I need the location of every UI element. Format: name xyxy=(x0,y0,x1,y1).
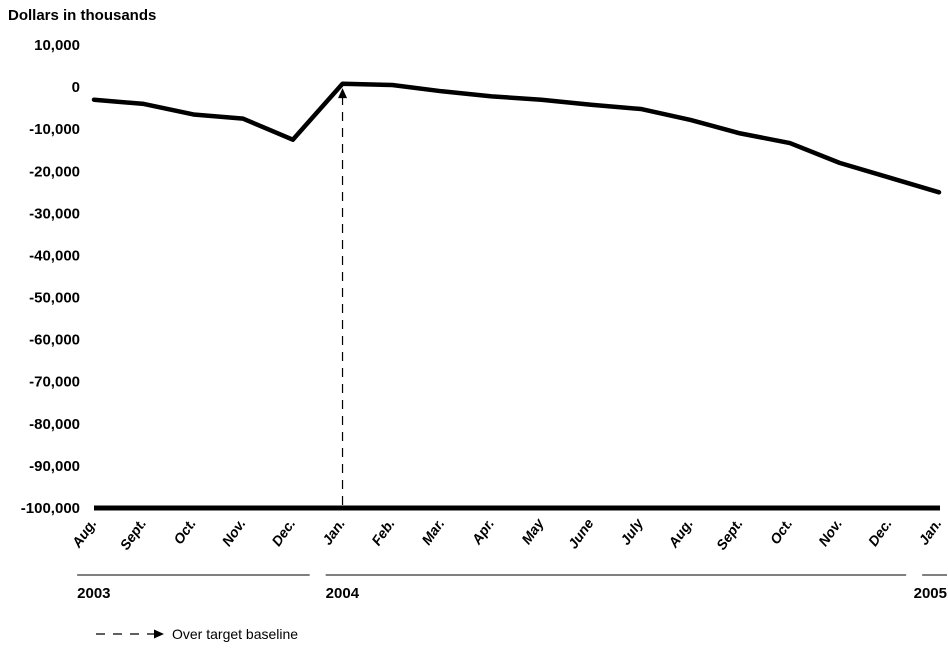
year-label: 2003 xyxy=(77,585,110,602)
year-groups: 2003 2004 2005 xyxy=(77,575,947,602)
year-label: 2005 xyxy=(914,585,947,602)
x-tick-label: June xyxy=(565,515,597,551)
x-tick-label: Jan. xyxy=(915,516,944,548)
legend-label: Over target baseline xyxy=(172,626,298,642)
series-path xyxy=(94,84,939,193)
y-tick-label: 10,000 xyxy=(34,37,80,54)
x-tick-label: Aug. xyxy=(664,516,696,551)
y-tick-label: -10,000 xyxy=(29,121,80,138)
x-tick-label: Jan. xyxy=(319,516,348,548)
year-label: 2004 xyxy=(326,585,360,602)
y-axis-title: Dollars in thousands xyxy=(8,7,156,24)
x-tick-label: Nov. xyxy=(219,516,249,549)
y-tick-label: -50,000 xyxy=(29,290,80,307)
y-tick-label: -100,000 xyxy=(21,500,80,517)
x-tick-label: July xyxy=(617,515,647,548)
y-tick-label: -70,000 xyxy=(29,374,80,391)
x-tick-labels: Aug. Sept. Oct. Nov. Dec. Jan. Feb. Mar. Apr. May… xyxy=(68,515,945,553)
y-tick-label: -60,000 xyxy=(29,332,80,349)
y-tick-label: -90,000 xyxy=(29,458,80,475)
x-tick-label: Dec. xyxy=(268,516,298,549)
x-tick-label: Nov. xyxy=(815,516,845,549)
series-line xyxy=(94,84,939,193)
legend: Over target baseline xyxy=(96,626,298,642)
x-tick-label: Dec. xyxy=(865,516,895,549)
y-tick-label: 0 xyxy=(72,79,80,96)
x-tick-label: Sept. xyxy=(713,516,746,553)
x-tick-label: Oct. xyxy=(767,516,796,547)
x-tick-label: Sept. xyxy=(116,516,149,553)
x-tick-label: May xyxy=(518,515,547,547)
x-tick-label: Aug. xyxy=(68,516,100,551)
y-tick-label: -40,000 xyxy=(29,247,80,264)
x-tick-label: Mar. xyxy=(418,516,447,548)
y-tick-labels: 10,000 0 -10,000 -20,000 -30,000 -40,000 -50,0… xyxy=(21,37,80,517)
y-tick-label: -80,000 xyxy=(29,416,80,433)
x-tick-label: Feb. xyxy=(368,516,398,549)
target-baseline-annotation xyxy=(338,88,347,505)
legend-arrow-icon xyxy=(154,630,164,639)
y-tick-label: -30,000 xyxy=(29,205,80,222)
x-tick-label: Oct. xyxy=(170,516,199,547)
x-tick-label: Apr. xyxy=(468,516,497,548)
y-tick-label: -20,000 xyxy=(29,163,80,180)
